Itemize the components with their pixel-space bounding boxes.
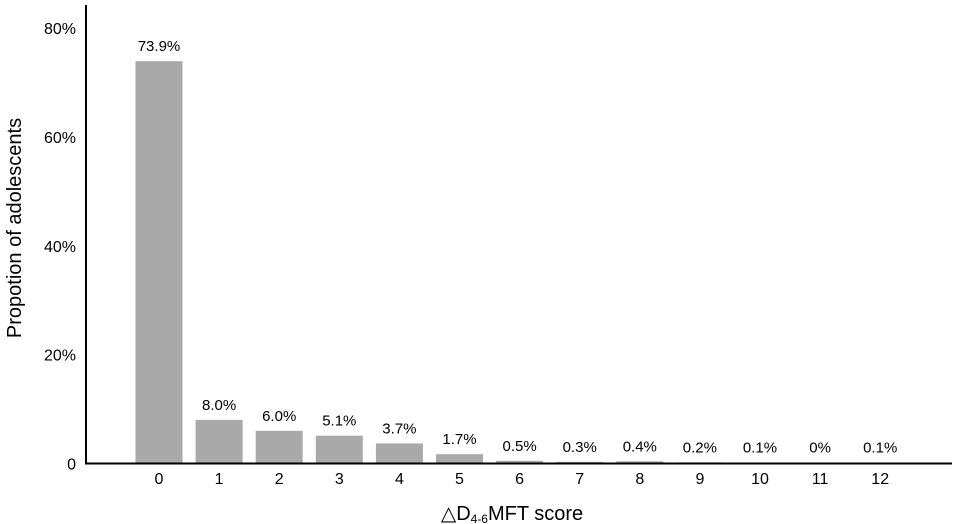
data-label-5: 1.7% bbox=[442, 431, 476, 448]
data-label-8: 0.4% bbox=[623, 438, 657, 455]
data-label-7: 0.3% bbox=[563, 439, 597, 456]
bar-1 bbox=[195, 419, 243, 464]
data-label-12: 0.1% bbox=[863, 440, 897, 457]
bar-2 bbox=[255, 430, 303, 464]
x-tick-label-6: 6 bbox=[515, 471, 524, 488]
y-tick-label-0: 0 bbox=[67, 457, 76, 474]
bar-6 bbox=[496, 460, 544, 464]
y-tick-labels-group: 0 20% 40% 60% 80% bbox=[44, 21, 76, 474]
data-label-10: 0.1% bbox=[743, 440, 777, 457]
x-tick-label-2: 2 bbox=[275, 471, 284, 488]
axes-group bbox=[85, 5, 952, 465]
x-axis-title: △D4-6MFT score bbox=[441, 503, 583, 524]
data-label-2: 6.0% bbox=[262, 408, 296, 425]
bar-8 bbox=[616, 461, 664, 464]
x-tick-label-9: 9 bbox=[695, 471, 704, 488]
y-tick-label-40: 40% bbox=[44, 239, 76, 256]
x-tick-label-12: 12 bbox=[871, 471, 889, 488]
y-axis-title: Propotion of adolescents bbox=[4, 118, 26, 338]
x-tick-label-3: 3 bbox=[335, 471, 344, 488]
x-tick-label-4: 4 bbox=[395, 471, 404, 488]
x-tick-label-7: 7 bbox=[575, 471, 584, 488]
bar-0 bbox=[135, 61, 183, 464]
x-tick-label-10: 10 bbox=[751, 471, 769, 488]
x-axis-title-suffix: MFT score bbox=[488, 503, 583, 524]
bars-group bbox=[135, 61, 904, 464]
x-tick-label-5: 5 bbox=[455, 471, 464, 488]
bar-3 bbox=[315, 435, 363, 464]
data-label-3: 5.1% bbox=[322, 413, 356, 430]
data-labels-group: 73.9% 8.0% 6.0% 5.1% 3.7% 1.7% 0.5% 0.3% 0.4% 0.2… bbox=[138, 38, 898, 457]
x-tick-labels-group: 0 1 2 3 4 5 6 7 8 9 10 11 12 bbox=[155, 471, 890, 488]
x-axis-title-subscript: 4-6 bbox=[471, 512, 489, 524]
data-label-11: 0% bbox=[809, 440, 831, 457]
x-tick-label-0: 0 bbox=[155, 471, 164, 488]
y-tick-label-60: 60% bbox=[44, 130, 76, 147]
x-tick-label-11: 11 bbox=[812, 471, 829, 488]
bar-5 bbox=[436, 454, 483, 464]
data-label-9: 0.2% bbox=[683, 439, 717, 456]
data-label-1: 8.0% bbox=[202, 397, 236, 414]
x-tick-label-1: 1 bbox=[215, 471, 224, 488]
data-label-0: 73.9% bbox=[138, 38, 181, 55]
data-label-4: 3.7% bbox=[382, 420, 416, 437]
x-axis-title-prefix: △D bbox=[441, 503, 471, 524]
data-label-6: 0.5% bbox=[502, 438, 536, 455]
y-tick-label-20: 20% bbox=[44, 348, 76, 365]
bar-4 bbox=[375, 443, 423, 464]
y-tick-label-80: 80% bbox=[44, 21, 76, 38]
x-tick-label-8: 8 bbox=[635, 471, 644, 488]
